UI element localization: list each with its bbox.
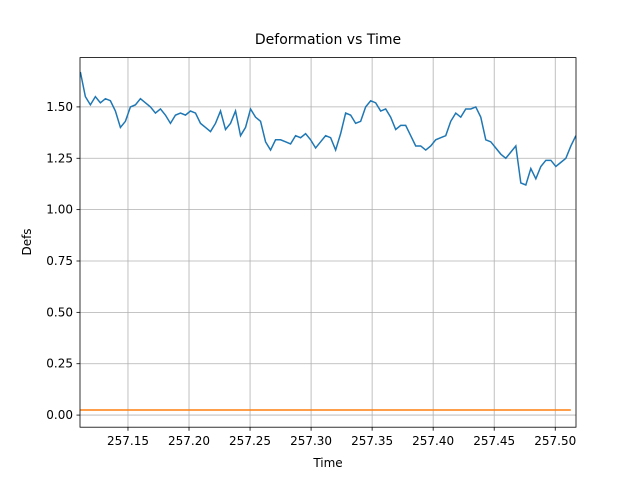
- grid: [80, 57, 576, 428]
- x-tick-label: 257.50: [534, 434, 576, 448]
- y-tick-label: 1.25: [46, 151, 73, 165]
- ticks: 257.15 257.20 257.25 257.30 257.35 257.40 257.…: [46, 100, 576, 448]
- chart-title: Deformation vs Time: [255, 32, 401, 48]
- x-tick-label: 257.25: [229, 434, 271, 448]
- x-tick-label: 257.45: [473, 434, 515, 448]
- y-tick-label: 0.25: [46, 357, 73, 371]
- x-tick-label: 257.20: [168, 434, 210, 448]
- y-tick-label: 1.50: [46, 100, 73, 114]
- y-tick-label: 0.75: [46, 254, 73, 268]
- x-tick-label: 257.35: [351, 434, 393, 448]
- data-line: [80, 71, 576, 186]
- x-tick-label: 257.30: [290, 434, 332, 448]
- y-tick-label: 1.00: [46, 203, 73, 217]
- y-tick-label: 0.00: [46, 408, 73, 422]
- y-tick-label: 0.50: [46, 305, 73, 319]
- plot-area: [80, 71, 576, 411]
- x-axis-label: Time: [312, 456, 342, 470]
- axes-frame: [79, 57, 577, 428]
- y-axis-label: Defs: [20, 228, 34, 255]
- x-tick-label: 257.15: [107, 434, 149, 448]
- x-tick-label: 257.40: [412, 434, 454, 448]
